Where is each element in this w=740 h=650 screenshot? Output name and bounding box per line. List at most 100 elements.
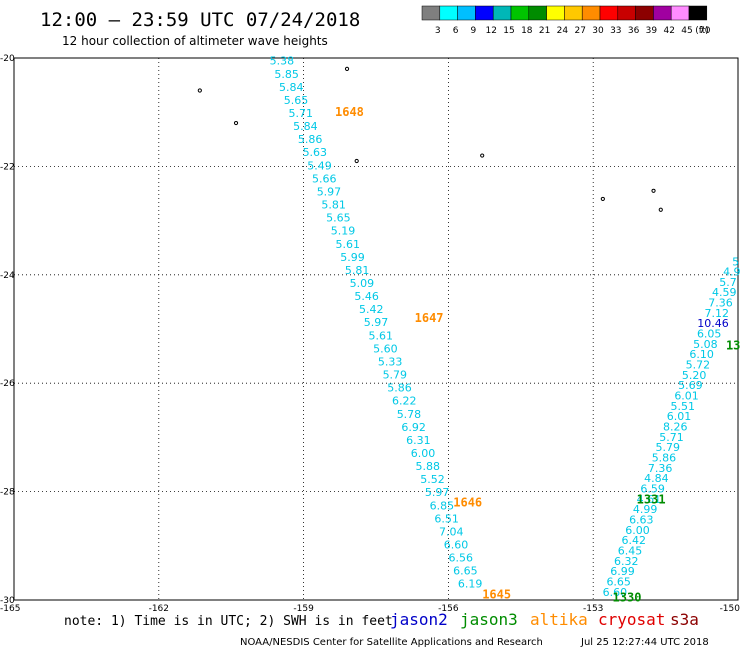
lat-tick-label: -24 [0, 271, 15, 281]
swh-value: 5.66 [312, 172, 337, 185]
colorbar-label: 33 [610, 26, 621, 36]
map-frame [13, 57, 739, 601]
swh-value: 6.85 [430, 499, 455, 512]
islands [197, 66, 663, 212]
swh-value: 5.51 [671, 400, 696, 413]
swh-value: 6.42 [622, 534, 647, 547]
colorbar-swatch [635, 5, 654, 21]
island-marker [480, 153, 485, 158]
satellite-legend-jason2: jason2 [390, 610, 448, 629]
lat-tick-label: -30 [0, 596, 15, 606]
map-grid [14, 58, 738, 600]
swh-value: 6.01 [674, 390, 699, 403]
satellite-legend-s3a: s3a [670, 610, 699, 629]
swh-value: 10.46 [697, 317, 729, 330]
swh-value: 5.97 [317, 185, 342, 198]
colorbar-label: 21 [539, 26, 550, 36]
swh-value: 5.42 [359, 303, 384, 316]
swh-value: 6.92 [401, 421, 426, 434]
footer-timestamp: Jul 25 12:27:44 UTC 2018 [580, 637, 709, 648]
colorbar-swatch [439, 5, 458, 21]
swh-value: 5.86 [298, 133, 323, 146]
colorbar-label: 3 [435, 26, 441, 36]
island-marker [658, 207, 663, 212]
colorbar-label: 70 [699, 26, 711, 36]
swh-value: 6.59 [640, 483, 665, 496]
pass-time-label: 1646 [453, 495, 482, 509]
swh-value: 6.00 [411, 447, 436, 460]
lat-tick-label: -22 [0, 162, 15, 172]
swh-value: 6.51 [434, 512, 459, 525]
satellite-legend: jason2 jason3 altika cryosat s3a [390, 610, 699, 629]
lat-tick-label: -26 [0, 379, 15, 389]
colorbar-swatch [581, 5, 601, 21]
colorbar-swatch [670, 5, 690, 21]
swh-value: 6.99 [610, 565, 635, 578]
colorbar-label: 15 [503, 26, 514, 36]
swh-value: 6.65 [606, 576, 631, 589]
swh-value: 5.20 [682, 369, 707, 382]
colorbar-label: 36 [628, 26, 640, 36]
colorbar-label: 18 [521, 26, 533, 36]
colorbar-swatch [564, 5, 583, 21]
footer-note: note: 1) Time is in UTC; 2) SWH is in fe… [64, 614, 393, 629]
swh-value: 5.79 [655, 441, 680, 454]
swh-value: 5.65 [326, 212, 351, 225]
swh-value: 4.99 [633, 503, 658, 516]
swh-value: 6.63 [629, 514, 654, 527]
colorbar-swatch [528, 5, 547, 21]
swh-value: 6.31 [406, 434, 431, 447]
swh-value: 7.36 [648, 462, 673, 475]
swh-value: 6.01 [667, 410, 692, 423]
island-marker [354, 158, 359, 164]
pass-time-label: 1330 [613, 590, 642, 604]
satellite-tracks: 5.385.855.845.655.715.845.865.635.495.66… [270, 55, 740, 605]
swh-value: 5.81 [345, 264, 370, 277]
swh-value: 5.33 [378, 355, 403, 368]
swh-value: 5.08 [693, 338, 718, 351]
pass-time-label: 13 [726, 338, 740, 352]
colorbar-swatch [546, 5, 565, 21]
swh-value: 5.46 [354, 290, 379, 303]
lon-tick-label: -162 [149, 604, 169, 614]
pass-time-label: 1647 [415, 311, 444, 325]
pass-time-label: 1648 [335, 105, 364, 119]
swh-value: 5.49 [307, 159, 332, 172]
swh-value: 5.65 [284, 94, 309, 107]
colorbar-swatch [492, 5, 512, 21]
page-subtitle: 12 hour collection of altimeter wave hei… [62, 34, 328, 48]
swh-value: 5.61 [336, 238, 361, 251]
colorbar-label: 39 [646, 26, 658, 36]
swh-value: 5.7 [719, 276, 737, 289]
pass-time-label: 1645 [482, 588, 511, 602]
swh-value: 6.45 [618, 545, 643, 558]
swh-value: 5.84 [293, 120, 318, 133]
lon-tick-label: -150 [720, 604, 740, 614]
colorbar-unit: (ft) [695, 26, 709, 36]
swh-value: 5.85 [274, 68, 299, 81]
swh-value: 6.60 [444, 539, 469, 552]
swh-value: 4.61 [637, 493, 662, 506]
axis-ticks: -165 -162 -159 -156 -153 -150 -20 -22 -24 -26 -28 -… [0, 54, 740, 614]
swh-value: 5.81 [321, 199, 346, 212]
island-marker [233, 120, 239, 126]
lon-tick-label: -165 [0, 604, 20, 614]
footer-credit: NOAA/NESDIS Center for Satellite Applica… [240, 637, 543, 648]
lat-tick-label: -28 [0, 488, 15, 498]
swh-value: 5.78 [397, 408, 422, 421]
swh-value: 5.71 [288, 107, 313, 120]
swh-value: 5 [732, 255, 739, 268]
colorbar-swatch [457, 5, 476, 21]
swh-value: 5.79 [383, 369, 408, 382]
swh-value: 6.19 [458, 578, 483, 591]
colorbar-swatch [475, 5, 494, 21]
swh-value: 7.36 [708, 297, 733, 310]
swh-value: 5.19 [331, 225, 356, 238]
satellite-legend-jason3: jason3 [460, 610, 518, 629]
colorbar-swatch [617, 5, 636, 21]
colorbar-label: 30 [592, 26, 604, 36]
colorbar-swatch [653, 5, 672, 21]
lon-tick-label: -156 [438, 604, 459, 614]
swh-value: 7.12 [704, 307, 729, 320]
colorbar-swatch [599, 5, 619, 21]
